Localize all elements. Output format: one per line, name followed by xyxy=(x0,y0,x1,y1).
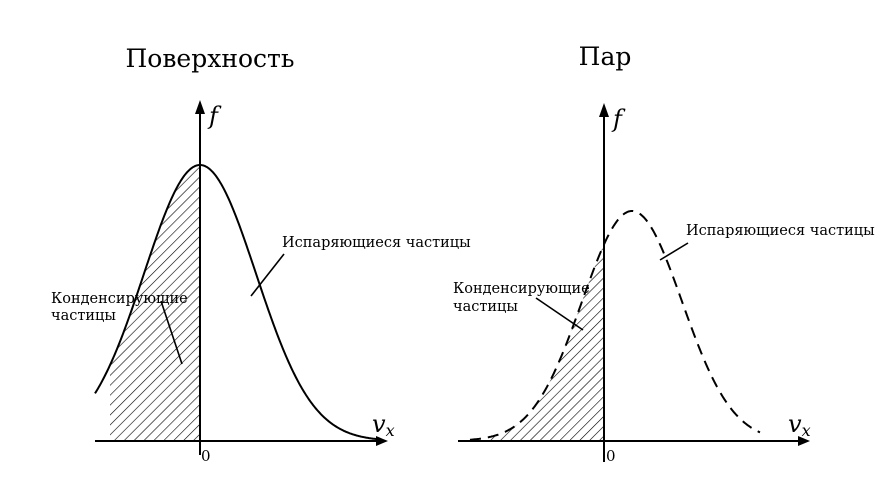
panel-surface: Поверхность f vx 0 Испаряющиеся частицы … xyxy=(51,44,471,465)
distribution-curve xyxy=(469,210,761,441)
x-axis-label-main: v xyxy=(372,410,386,438)
condensing-particles-label-line2: частицы xyxy=(51,308,116,324)
y-axis-arrowhead xyxy=(599,103,609,117)
condensing-particles-region xyxy=(110,165,200,441)
panel-vapor: Пар f vx 0 Испаряющиеся частицы Конденси… xyxy=(453,42,875,465)
x-axis-label-main: v xyxy=(788,410,802,438)
origin-label: 0 xyxy=(201,447,211,465)
y-axis-arrowhead xyxy=(195,100,205,114)
evaporating-leader-line xyxy=(659,242,689,261)
condensing-leader-line xyxy=(160,300,183,365)
condensing-particles-label-line1: Конденсирующие xyxy=(453,281,590,297)
condensing-particles-label-line2: частицы xyxy=(453,299,518,315)
y-axis-label: f xyxy=(207,102,222,130)
origin-label: 0 xyxy=(606,447,616,465)
y-axis-label: f xyxy=(611,105,626,133)
panel-title: Пар xyxy=(579,42,632,71)
condensing-particles-region xyxy=(490,244,604,441)
condensing-particles-label-line1: Конденсирующие xyxy=(51,291,188,307)
panel-title: Поверхность xyxy=(126,44,295,73)
x-axis-label: vx xyxy=(788,410,811,440)
x-axis-arrowhead xyxy=(798,436,810,446)
evaporating-particles-label: Испаряющиеся частицы xyxy=(282,235,471,251)
x-axis-label-subscript: x xyxy=(802,421,811,440)
evaporating-particles-label: Испаряющиеся частицы xyxy=(686,223,875,239)
x-axis-label-subscript: x xyxy=(386,421,395,440)
condensing-leader-line xyxy=(535,297,584,331)
x-axis-label: vx xyxy=(372,410,395,440)
evaporating-leader-line xyxy=(250,253,285,297)
distribution-curve xyxy=(94,164,381,441)
